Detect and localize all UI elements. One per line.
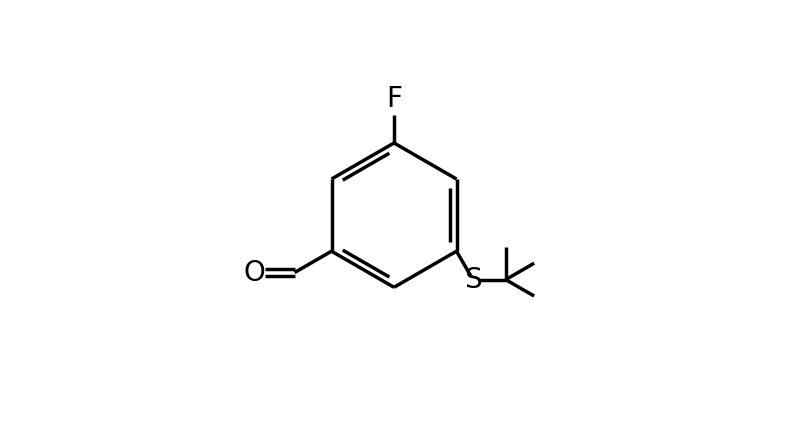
Text: F: F bbox=[386, 86, 402, 113]
Text: S: S bbox=[464, 266, 481, 294]
Text: O: O bbox=[243, 259, 265, 287]
